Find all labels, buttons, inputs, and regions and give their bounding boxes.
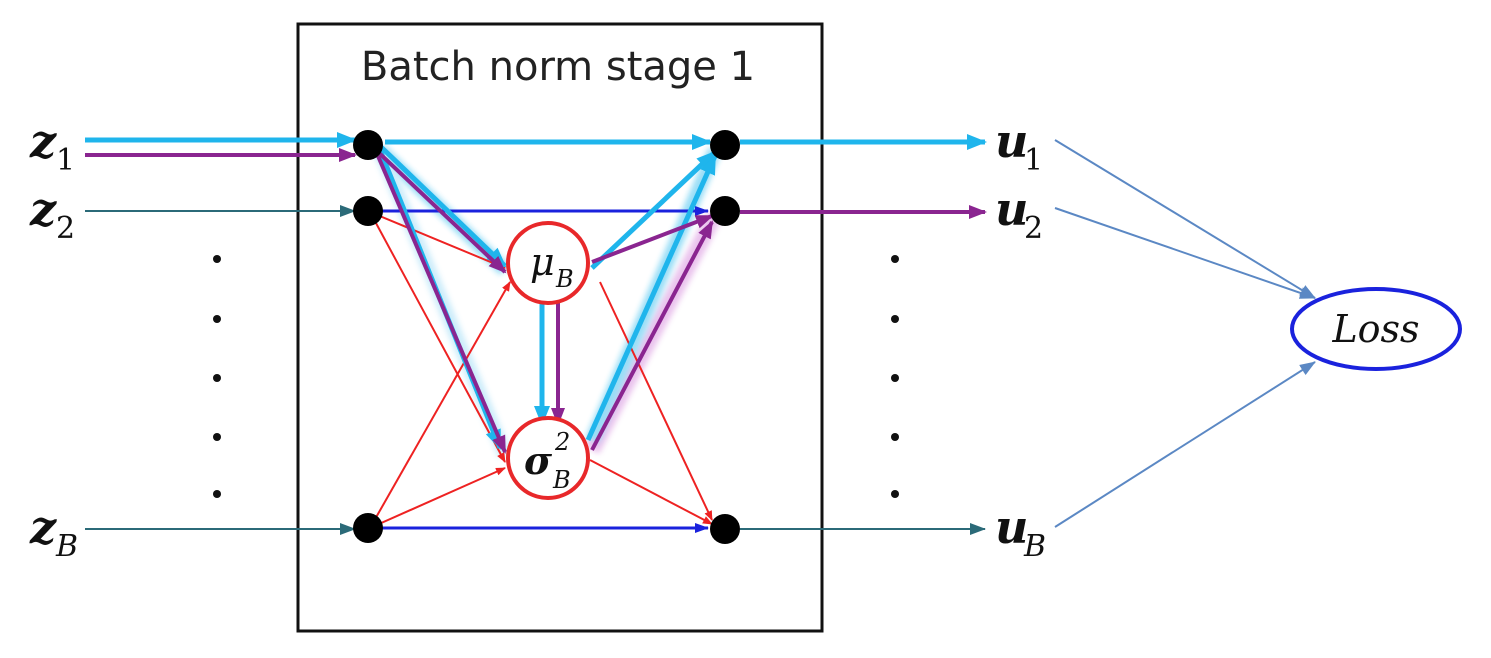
output-node-1	[710, 130, 740, 160]
purple-path	[85, 148, 987, 454]
svg-text:2: 2	[56, 211, 75, 246]
input-nodes	[353, 130, 383, 543]
mean-node-sub: B	[555, 265, 574, 293]
variance-node-sup: 2	[554, 428, 570, 456]
svg-text:u: u	[995, 114, 1028, 168]
svg-text:u: u	[995, 182, 1028, 236]
svg-text:z: z	[29, 500, 57, 554]
output-label-1: u 1	[995, 114, 1043, 178]
input-label-2: z 2	[29, 182, 75, 246]
red-edges	[369, 211, 713, 529]
loss-label: Loss	[1331, 307, 1419, 351]
ellipsis-right	[891, 255, 899, 498]
ellipsis-left	[213, 255, 221, 498]
input-node-1	[353, 130, 383, 160]
svg-text:B: B	[55, 529, 78, 564]
svg-text:z: z	[29, 114, 57, 168]
output-node-2	[710, 196, 740, 226]
variance-node: σ 2 B	[506, 416, 590, 500]
input-node-b	[353, 513, 383, 543]
input-label-b: z B	[29, 500, 78, 564]
svg-text:1: 1	[1024, 143, 1043, 178]
svg-text:z: z	[29, 182, 57, 236]
loss-arrows	[1054, 139, 1316, 528]
variance-node-sub: B	[552, 466, 571, 494]
svg-text:2: 2	[1024, 211, 1043, 246]
mean-node: μ B	[506, 221, 590, 305]
svg-text:u: u	[995, 500, 1028, 554]
batch-norm-box	[296, 22, 824, 633]
svg-text:1: 1	[56, 143, 75, 178]
variance-node-base: σ	[524, 438, 553, 483]
output-label-2: u 2	[995, 182, 1043, 246]
input-node-2	[353, 196, 383, 226]
output-nodes	[710, 130, 740, 544]
loss-node: Loss	[1290, 287, 1462, 371]
output-label-b: u B	[995, 500, 1046, 564]
input-label-1: z 1	[29, 114, 75, 178]
box-title: Batch norm stage 1	[361, 44, 755, 90]
input-arrows	[85, 205, 356, 535]
svg-text:B: B	[1023, 529, 1046, 564]
mean-node-base: μ	[530, 240, 555, 284]
output-node-b	[710, 514, 740, 544]
